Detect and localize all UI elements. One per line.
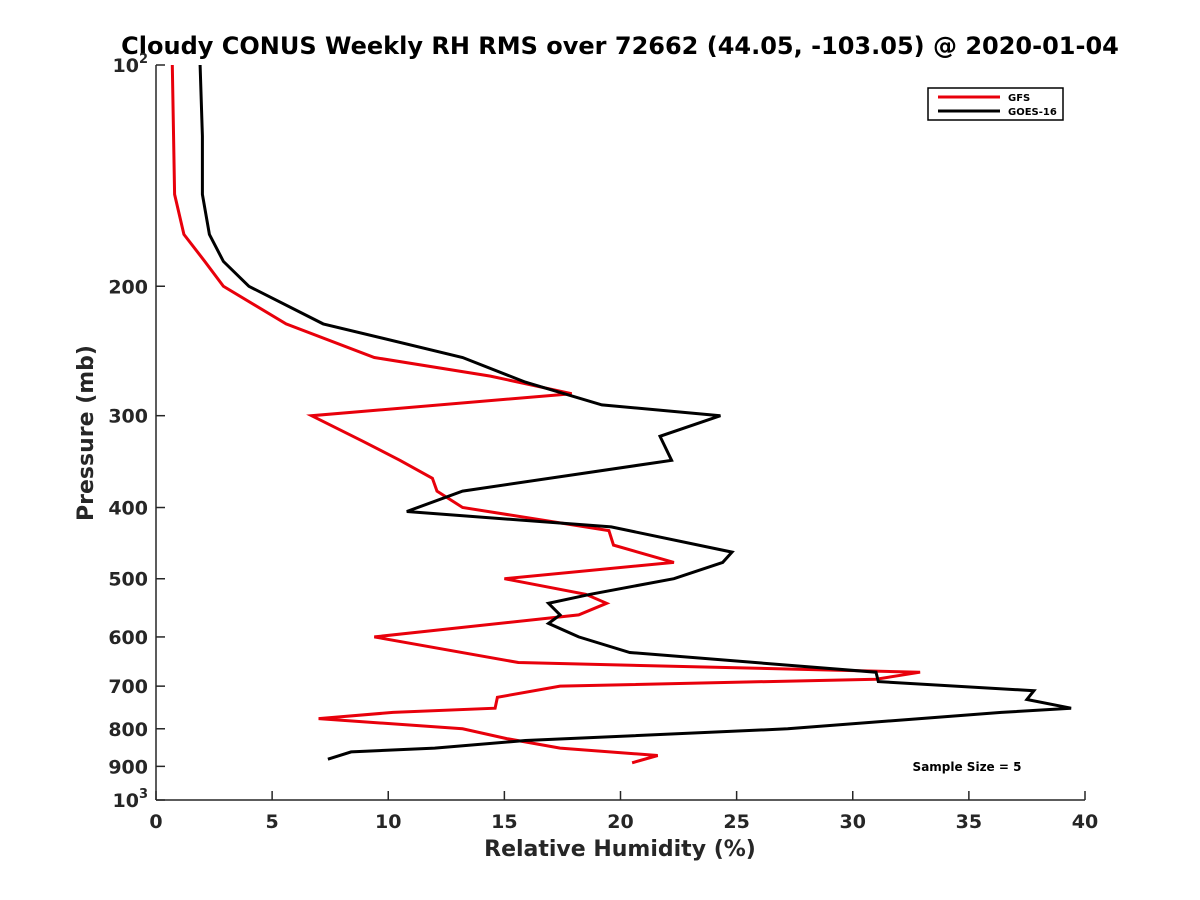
x-tick-label: 30 [840, 811, 866, 833]
y-tick-label: 900 [108, 756, 148, 778]
y-tick-label: 600 [108, 627, 148, 649]
legend-label-gfs: GFS [1008, 93, 1030, 104]
series-line-goes-16 [198, 64, 1072, 761]
y-tick-label: 400 [108, 498, 148, 520]
y-axis-label: Pressure (mb) [74, 345, 99, 521]
y-tick-label: 103 [113, 787, 149, 812]
legend: GFS GOES-16 [927, 87, 1064, 121]
x-tick-label: 20 [607, 811, 633, 833]
x-tick-label: 35 [956, 811, 982, 833]
x-tick-label: 5 [266, 811, 279, 833]
series-line-gfs [170, 64, 921, 765]
y-tick-label: 200 [108, 276, 148, 298]
x-tick-label: 40 [1072, 811, 1098, 833]
y-tick-label: 500 [108, 569, 148, 591]
series-layer [170, 64, 1072, 765]
x-tick-label: 10 [375, 811, 401, 833]
y-tick-label: 300 [108, 406, 148, 428]
y-tick-label: 102 [113, 52, 149, 77]
plot-axes: 0 5 10 15 20 25 30 35 40 102 200 300 400 500 600 700 800… [108, 52, 1098, 833]
x-tick-label: 25 [723, 811, 749, 833]
x-tick-label: 0 [149, 811, 162, 833]
legend-label-goes-16: GOES-16 [1008, 107, 1057, 118]
y-tick-label: 700 [108, 676, 148, 698]
y-tick-label: 800 [108, 719, 148, 741]
chart-title: Cloudy CONUS Weekly RH RMS over 72662 (4… [121, 32, 1119, 60]
x-tick-label: 15 [491, 811, 517, 833]
sample-size-annotation: Sample Size = 5 [913, 760, 1022, 774]
legend-box [927, 87, 1064, 121]
x-axis-label: Relative Humidity (%) [484, 837, 756, 862]
